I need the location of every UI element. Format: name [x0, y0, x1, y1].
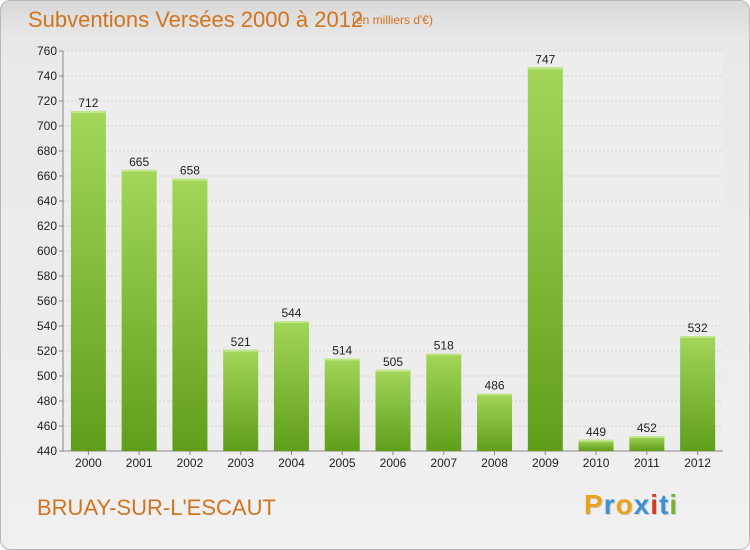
- bar-highlight: [172, 178, 208, 181]
- data-label: 452: [637, 421, 657, 435]
- y-tick-label: 460: [37, 419, 57, 433]
- bar-highlight: [70, 111, 106, 113]
- x-tick-label: 2011: [634, 456, 660, 470]
- logo-letter: x: [633, 489, 651, 520]
- bar: [223, 349, 259, 451]
- logo-letter: o: [615, 489, 634, 520]
- bar-highlight: [680, 336, 716, 338]
- data-label: 747: [535, 52, 555, 66]
- bar-highlight: [273, 321, 309, 323]
- y-tick-label: 720: [37, 94, 57, 108]
- bar: [629, 436, 665, 451]
- bar-highlight: [477, 393, 513, 396]
- x-tick-label: 2006: [380, 456, 407, 470]
- bar: [121, 169, 157, 451]
- y-tick-label: 600: [37, 244, 57, 258]
- x-tick-label: 2007: [430, 456, 457, 470]
- y-tick-label: 740: [37, 69, 57, 83]
- data-label: 486: [485, 379, 505, 393]
- data-label: 505: [383, 355, 403, 369]
- bar: [578, 439, 614, 451]
- bar: [477, 393, 513, 451]
- x-tick-label: 2004: [278, 456, 305, 470]
- y-tick-label: 620: [37, 219, 57, 233]
- data-label: 665: [129, 155, 149, 169]
- bar: [527, 67, 563, 451]
- y-tick-label: 440: [37, 444, 57, 458]
- proxiti-logo: Proxiti: [584, 489, 678, 521]
- bar: [375, 369, 411, 451]
- bar: [172, 178, 208, 451]
- bar-highlight: [324, 358, 360, 361]
- data-label: 521: [231, 335, 251, 349]
- bar: [680, 336, 716, 451]
- data-label: 518: [434, 339, 454, 353]
- y-tick-label: 500: [37, 369, 57, 383]
- data-label: 658: [180, 164, 200, 178]
- x-tick-label: 2012: [684, 456, 711, 470]
- y-tick-label: 540: [37, 319, 57, 333]
- bar: [426, 353, 462, 451]
- data-label: 712: [78, 96, 98, 110]
- y-tick-label: 480: [37, 394, 57, 408]
- data-label: 514: [332, 344, 352, 358]
- chart-title: Subventions Versées 2000 à 2012: [28, 7, 364, 32]
- y-tick-label: 580: [37, 269, 57, 283]
- x-tick-label: 2005: [329, 456, 356, 470]
- data-label: 532: [688, 321, 708, 335]
- x-tick-label: 2003: [227, 456, 254, 470]
- chart-subtitle: (en milliers d'€): [352, 13, 433, 27]
- x-tick-label: 2001: [126, 456, 153, 470]
- logo-letter: t: [659, 489, 670, 520]
- logo-letter: i: [650, 489, 660, 520]
- labels: 440 460 480 500 520 540 560 580 600 620 640 660 680 7…: [37, 44, 711, 470]
- x-tick-label: 2010: [583, 456, 610, 470]
- x-tick-label: 2000: [75, 456, 102, 470]
- bar-highlight: [578, 439, 614, 442]
- commune-name: BRUAY-SUR-L'ESCAUT: [37, 495, 276, 520]
- logo-letter: P: [584, 489, 604, 520]
- y-tick-label: 560: [37, 294, 57, 308]
- y-tick-label: 700: [37, 119, 57, 133]
- y-tick-label: 520: [37, 344, 57, 358]
- bar-highlight: [629, 436, 665, 438]
- bar-highlight: [121, 169, 157, 172]
- data-label: 544: [281, 306, 301, 320]
- logo-letter: i: [669, 489, 679, 520]
- x-tick-label: 2008: [481, 456, 508, 470]
- logo-letter: r: [603, 489, 616, 520]
- y-tick-label: 760: [37, 44, 57, 58]
- bar-highlight: [223, 349, 259, 352]
- data-label: 449: [586, 425, 606, 439]
- bar: [324, 358, 360, 451]
- bar: [70, 111, 106, 451]
- bars: [70, 67, 716, 451]
- bar-highlight: [375, 369, 411, 372]
- x-tick-label: 2002: [177, 456, 204, 470]
- y-tick-label: 680: [37, 144, 57, 158]
- bar-highlight: [527, 67, 563, 70]
- y-tick-label: 660: [37, 169, 57, 183]
- bar: [273, 321, 309, 451]
- x-tick-label: 2009: [532, 456, 559, 470]
- y-tick-label: 640: [37, 194, 57, 208]
- bar-highlight: [426, 353, 462, 356]
